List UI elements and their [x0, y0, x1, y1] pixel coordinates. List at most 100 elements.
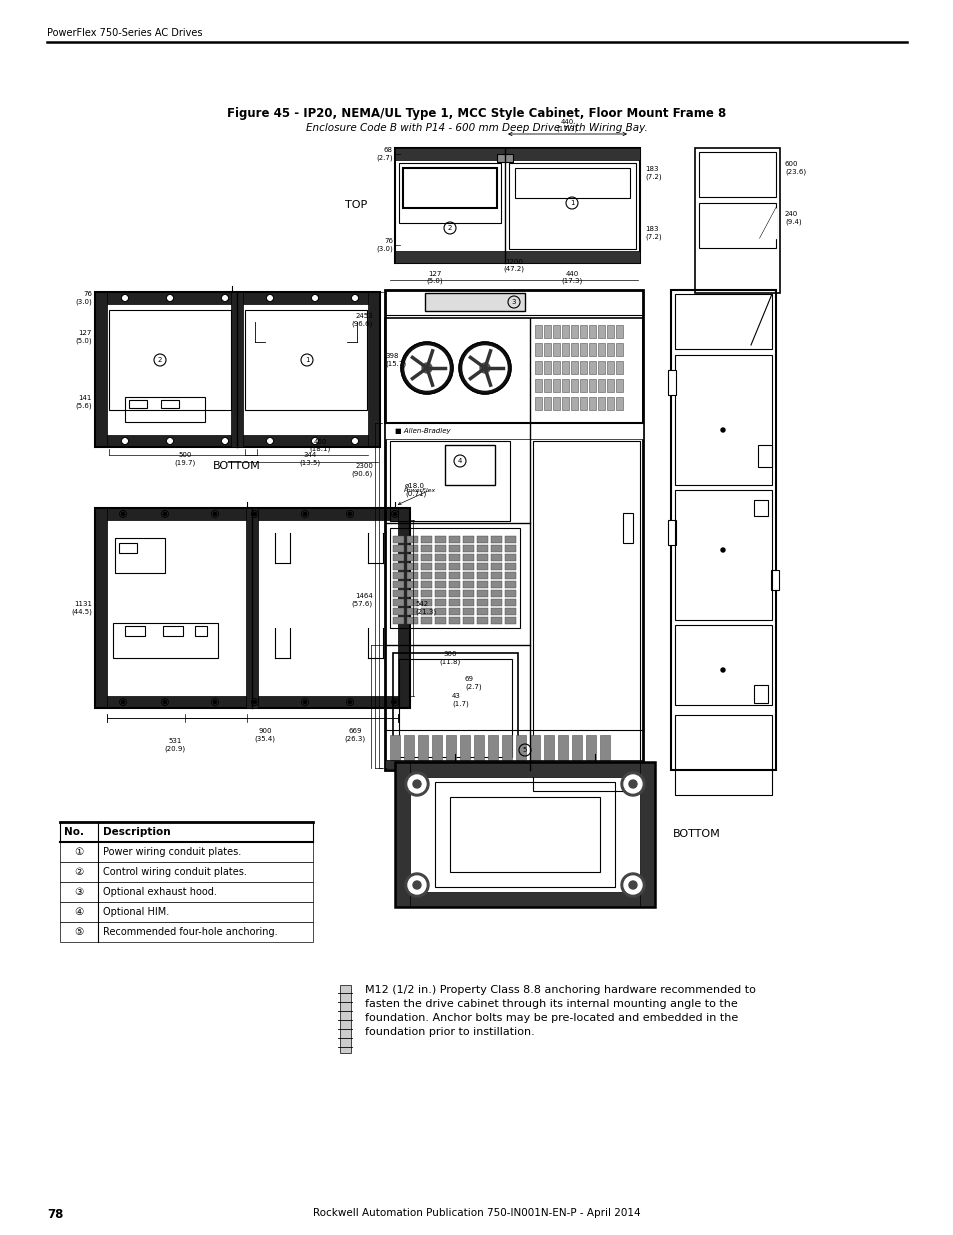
- Text: 183
(7.2): 183 (7.2): [644, 226, 661, 240]
- Bar: [398, 659, 512, 757]
- Bar: [491, 536, 501, 543]
- Circle shape: [462, 346, 506, 390]
- Bar: [462, 536, 474, 543]
- Bar: [446, 735, 456, 760]
- Bar: [515, 168, 629, 198]
- Text: 2: 2: [447, 225, 452, 231]
- Bar: [95, 291, 379, 447]
- Bar: [501, 735, 512, 760]
- Bar: [561, 343, 568, 356]
- Bar: [462, 580, 474, 588]
- Text: BOTTOM: BOTTOM: [213, 461, 260, 471]
- Text: 2300
(90.6): 2300 (90.6): [352, 463, 373, 477]
- Text: 1: 1: [569, 200, 574, 206]
- Bar: [395, 148, 639, 263]
- Bar: [385, 760, 642, 768]
- Text: 127
(5.0): 127 (5.0): [75, 330, 91, 343]
- Bar: [231, 291, 243, 447]
- Circle shape: [303, 513, 306, 515]
- Bar: [60, 823, 313, 842]
- Bar: [194, 626, 207, 636]
- Bar: [161, 400, 179, 408]
- Bar: [435, 782, 615, 887]
- Bar: [450, 797, 599, 872]
- Bar: [60, 842, 313, 862]
- Bar: [395, 148, 639, 161]
- Bar: [504, 572, 516, 579]
- Bar: [476, 599, 488, 606]
- Bar: [435, 545, 446, 552]
- Text: 183
(7.2): 183 (7.2): [644, 167, 661, 180]
- Bar: [588, 325, 596, 338]
- Text: 542
(21.3): 542 (21.3): [415, 601, 436, 615]
- Bar: [390, 735, 399, 760]
- Bar: [476, 555, 488, 561]
- Bar: [385, 424, 642, 438]
- Bar: [616, 325, 622, 338]
- Bar: [60, 862, 313, 882]
- Text: 5: 5: [522, 747, 527, 753]
- Bar: [390, 441, 510, 521]
- Bar: [561, 379, 568, 391]
- Bar: [397, 508, 410, 708]
- Bar: [402, 168, 497, 207]
- Circle shape: [408, 776, 426, 793]
- Bar: [403, 735, 414, 760]
- Bar: [125, 626, 145, 636]
- Circle shape: [623, 876, 641, 894]
- Circle shape: [122, 438, 128, 443]
- Bar: [491, 563, 501, 571]
- Bar: [667, 370, 676, 395]
- Bar: [753, 500, 767, 516]
- Bar: [462, 608, 474, 615]
- Bar: [476, 545, 488, 552]
- Bar: [553, 361, 559, 374]
- Bar: [598, 343, 604, 356]
- Circle shape: [458, 342, 511, 394]
- Circle shape: [393, 700, 396, 704]
- Bar: [395, 251, 639, 263]
- Bar: [435, 608, 446, 615]
- Text: PowerFlex 750-Series AC Drives: PowerFlex 750-Series AC Drives: [47, 28, 202, 38]
- Bar: [504, 555, 516, 561]
- Bar: [393, 618, 403, 624]
- Bar: [449, 599, 459, 606]
- Bar: [758, 445, 771, 467]
- Bar: [432, 735, 441, 760]
- Bar: [585, 735, 596, 760]
- Bar: [509, 163, 636, 249]
- Bar: [476, 618, 488, 624]
- Circle shape: [121, 513, 125, 515]
- Circle shape: [413, 881, 420, 889]
- Bar: [474, 735, 483, 760]
- Bar: [491, 618, 501, 624]
- Bar: [616, 361, 622, 374]
- Bar: [420, 536, 432, 543]
- Bar: [395, 762, 655, 906]
- Bar: [535, 379, 541, 391]
- Bar: [163, 626, 183, 636]
- Bar: [435, 572, 446, 579]
- Circle shape: [122, 295, 128, 300]
- Text: 76
(3.0): 76 (3.0): [375, 238, 393, 252]
- Bar: [449, 618, 459, 624]
- Text: Optional exhaust hood.: Optional exhaust hood.: [103, 887, 216, 897]
- Bar: [504, 536, 516, 543]
- Bar: [535, 325, 541, 338]
- Bar: [424, 293, 524, 311]
- Circle shape: [405, 873, 429, 897]
- Text: 1464
(57.6): 1464 (57.6): [352, 593, 373, 606]
- Bar: [553, 379, 559, 391]
- Bar: [543, 325, 551, 338]
- Circle shape: [405, 346, 449, 390]
- Bar: [571, 361, 578, 374]
- Bar: [395, 762, 655, 777]
- Text: ⑤: ⑤: [74, 927, 84, 937]
- Bar: [393, 599, 403, 606]
- Circle shape: [628, 781, 637, 788]
- Bar: [543, 379, 551, 391]
- Bar: [395, 892, 655, 906]
- Bar: [407, 555, 417, 561]
- Text: 240
(9.4): 240 (9.4): [784, 211, 801, 225]
- Text: Enclosure Code B with P14 - 600 mm Deep Drive with Wiring Bay.: Enclosure Code B with P14 - 600 mm Deep …: [306, 124, 647, 133]
